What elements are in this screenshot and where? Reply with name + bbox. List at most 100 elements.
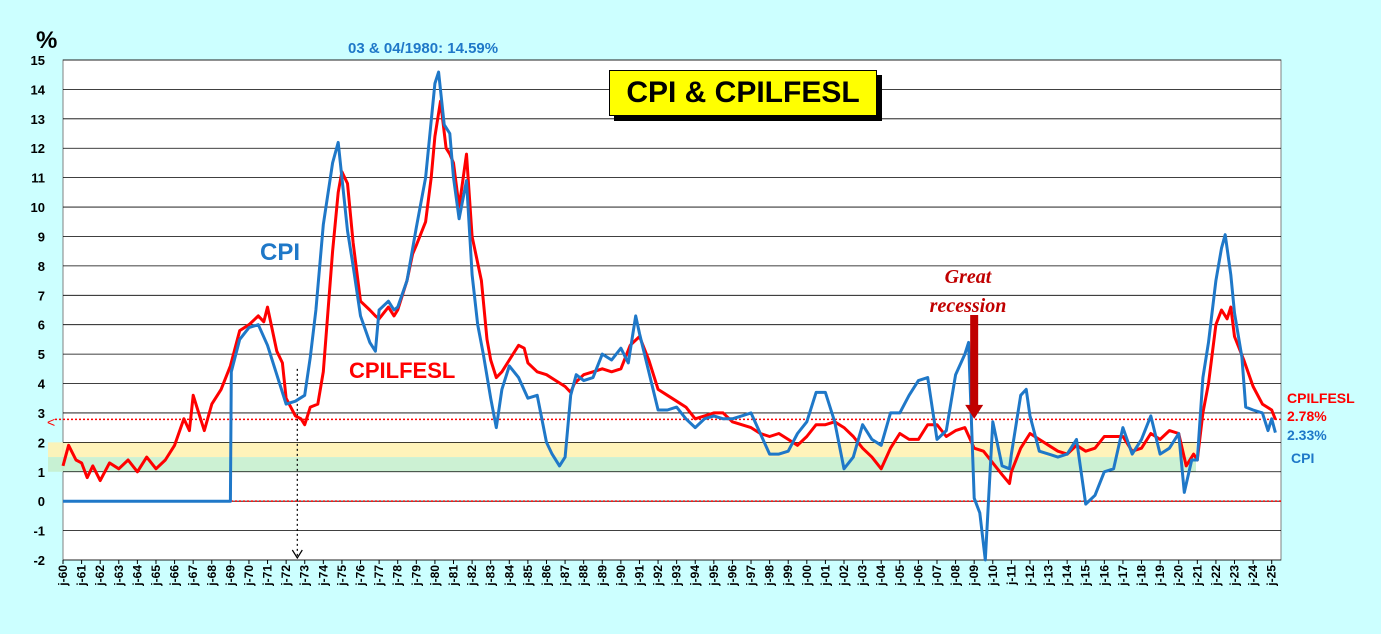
- x-tick-label: j-90: [614, 565, 628, 587]
- x-tick-label: j-88: [577, 565, 591, 587]
- x-tick-label: j-99: [781, 565, 795, 587]
- x-tick-label: j-64: [130, 565, 144, 587]
- x-tick-label: j-61: [75, 565, 89, 587]
- y-tick-label: 14: [31, 82, 46, 97]
- x-tick-label: j-78: [391, 565, 405, 587]
- x-axis-ticks: j-60 j-61 j-62 j-63 j-64 j-65 j-66 j-67 j-68 j-69…: [56, 560, 1279, 587]
- x-tick-label: j-14: [1060, 565, 1074, 587]
- x-tick-label: j-03: [856, 565, 870, 587]
- x-tick-label: j-08: [949, 565, 963, 587]
- peak-annotation: 03 & 04/1980: 14.59%: [348, 40, 498, 57]
- recession-label-line1: Great: [945, 266, 993, 288]
- x-tick-label: j-87: [558, 565, 572, 587]
- x-tick-label: j-76: [354, 565, 368, 587]
- y-tick-label: 12: [31, 141, 45, 156]
- x-tick-label: j-24: [1246, 565, 1260, 587]
- x-tick-label: j-83: [484, 565, 498, 587]
- y-tick-label: 8: [38, 259, 45, 274]
- x-tick-label: j-92: [651, 565, 665, 587]
- y-tick-label: -2: [33, 553, 45, 568]
- x-tick-label: j-81: [447, 565, 461, 587]
- y-tick-label: 6: [38, 318, 45, 333]
- x-tick-label: j-00: [800, 565, 814, 587]
- x-tick-label: j-19: [1153, 565, 1167, 587]
- x-tick-label: j-73: [298, 565, 312, 587]
- right-cpi-value: 2.33%: [1287, 427, 1327, 443]
- y-tick-label: 0: [38, 494, 45, 509]
- x-tick-label: j-13: [1042, 565, 1056, 587]
- x-tick-label: j-84: [502, 565, 516, 587]
- series-line-cpi: [63, 70, 1277, 562]
- right-cpilfesl-name: CPILFESL: [1287, 390, 1355, 406]
- x-tick-label: j-09: [967, 565, 981, 587]
- x-tick-label: j-95: [707, 565, 721, 587]
- right-cpilfesl-value: 2.78%: [1287, 408, 1327, 424]
- recession-arrow: [965, 315, 984, 419]
- x-tick-label: j-96: [725, 565, 739, 587]
- x-tick-label: j-02: [837, 565, 851, 587]
- x-tick-label: j-70: [242, 565, 256, 587]
- vertical-marker-arrowhead: [291, 549, 303, 560]
- x-tick-label: j-10: [986, 565, 1000, 587]
- x-tick-label: j-18: [1135, 565, 1149, 587]
- x-tick-label: j-23: [1228, 565, 1242, 587]
- x-tick-label: j-79: [409, 565, 423, 587]
- cpi-series-label: CPI: [260, 239, 300, 266]
- x-tick-label: j-85: [521, 565, 535, 587]
- x-tick-label: j-15: [1079, 565, 1093, 587]
- x-tick-label: j-01: [818, 565, 832, 587]
- cpilfesl-series-label: CPILFESL: [349, 358, 455, 383]
- x-tick-label: j-21: [1190, 565, 1204, 587]
- x-tick-label: j-97: [744, 565, 758, 587]
- x-tick-label: j-72: [279, 565, 293, 587]
- x-tick-label: j-75: [335, 565, 349, 587]
- x-tick-label: j-22: [1209, 565, 1223, 587]
- x-tick-label: j-82: [465, 565, 479, 587]
- y-unit-label: %: [36, 27, 57, 54]
- x-tick-label: j-07: [930, 565, 944, 587]
- y-tick-label: 10: [31, 200, 45, 215]
- x-tick-label: j-11: [1004, 565, 1018, 586]
- left-arrow-marker: <: [47, 414, 55, 430]
- series-line-cpilfesl: [61, 99, 1277, 485]
- x-tick-label: j-74: [316, 565, 330, 587]
- x-tick-label: j-93: [670, 565, 684, 587]
- x-tick-label: j-60: [56, 565, 70, 587]
- x-tick-label: j-17: [1116, 565, 1130, 587]
- x-tick-label: j-66: [168, 565, 182, 587]
- target-band-green: [48, 457, 1196, 472]
- x-tick-label: j-12: [1023, 565, 1037, 587]
- x-tick-label: j-80: [428, 565, 442, 587]
- x-tick-label: j-77: [372, 565, 386, 587]
- target-band-yellow: [48, 442, 1196, 458]
- right-cpi-name: CPI: [1291, 450, 1314, 466]
- x-tick-label: j-94: [688, 565, 702, 587]
- x-tick-label: j-86: [539, 565, 553, 587]
- x-tick-label: j-69: [223, 565, 237, 587]
- y-tick-label: 3: [38, 406, 45, 421]
- x-tick-label: j-63: [112, 565, 126, 587]
- x-tick-label: j-25: [1265, 565, 1279, 587]
- x-tick-label: j-05: [893, 565, 907, 587]
- y-tick-label: 1: [38, 465, 45, 480]
- x-tick-label: j-16: [1097, 565, 1111, 587]
- y-tick-label: 13: [31, 112, 45, 127]
- x-tick-label: j-20: [1172, 565, 1186, 587]
- x-tick-label: j-71: [261, 565, 275, 587]
- y-tick-label: -1: [33, 524, 45, 539]
- x-tick-label: j-98: [763, 565, 777, 587]
- gridlines: [63, 59, 1281, 561]
- chart-title: CPI & CPILFESL: [609, 70, 877, 116]
- x-tick-label: j-68: [205, 565, 219, 587]
- y-tick-label: 5: [38, 347, 45, 362]
- y-tick-label: 11: [31, 171, 45, 186]
- x-tick-label: j-65: [149, 565, 163, 587]
- y-tick-label: 7: [38, 288, 45, 303]
- x-tick-label: j-91: [632, 565, 646, 587]
- x-tick-label: j-04: [874, 565, 888, 587]
- x-tick-label: j-67: [186, 565, 200, 587]
- x-tick-label: j-06: [911, 565, 925, 587]
- x-tick-label: j-89: [595, 565, 609, 587]
